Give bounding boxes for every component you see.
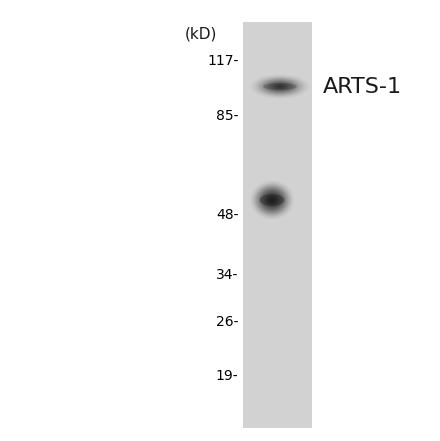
Ellipse shape <box>270 198 275 202</box>
Ellipse shape <box>265 80 295 93</box>
Ellipse shape <box>267 195 277 205</box>
Ellipse shape <box>263 192 281 208</box>
Ellipse shape <box>263 83 297 90</box>
Ellipse shape <box>261 79 298 94</box>
Ellipse shape <box>260 78 300 95</box>
Ellipse shape <box>260 194 285 206</box>
Ellipse shape <box>258 188 286 212</box>
Ellipse shape <box>266 194 279 206</box>
Ellipse shape <box>264 193 280 207</box>
Bar <box>242 22 312 428</box>
Ellipse shape <box>278 86 282 87</box>
Ellipse shape <box>262 191 282 209</box>
Ellipse shape <box>273 84 287 90</box>
Ellipse shape <box>253 183 291 217</box>
Ellipse shape <box>275 85 285 89</box>
Ellipse shape <box>263 79 297 93</box>
Ellipse shape <box>255 184 290 216</box>
Ellipse shape <box>267 81 293 92</box>
Ellipse shape <box>258 78 302 96</box>
Text: (kD): (kD) <box>185 26 217 41</box>
Ellipse shape <box>260 189 285 211</box>
Ellipse shape <box>261 190 283 210</box>
Ellipse shape <box>271 199 273 201</box>
Ellipse shape <box>257 187 287 213</box>
Text: ARTS-1: ARTS-1 <box>323 77 402 97</box>
Ellipse shape <box>256 186 289 214</box>
Ellipse shape <box>268 197 276 203</box>
Ellipse shape <box>277 85 283 88</box>
Ellipse shape <box>270 82 290 91</box>
Ellipse shape <box>268 82 292 91</box>
Ellipse shape <box>271 83 288 90</box>
